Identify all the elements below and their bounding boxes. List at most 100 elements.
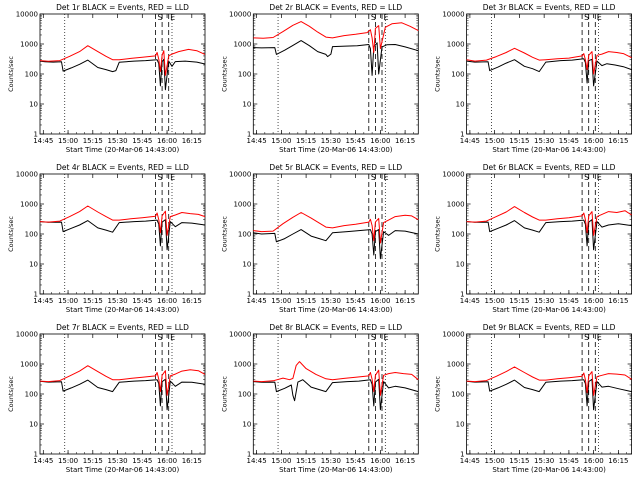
y-tick-label: 100: [451, 391, 464, 399]
x-tick-label: 14:45: [33, 297, 53, 305]
marker-start-label: S: [371, 173, 376, 182]
plot-title: Det 8r BLACK = Events, RED = LLD: [269, 323, 402, 332]
marker-start-label: S: [158, 13, 163, 22]
marker-start-label: S: [584, 13, 589, 22]
y-tick-label: 1000: [233, 41, 251, 49]
x-tick-label: 15:30: [534, 137, 554, 145]
y-tick-label: 10000: [229, 331, 251, 339]
y-axis-label: Counts/sec: [434, 56, 442, 92]
x-tick-label: 15:15: [509, 457, 529, 465]
y-axis-label: Counts/sec: [220, 56, 228, 92]
marker-end-label: E: [597, 173, 602, 182]
marker-end-label: E: [383, 13, 388, 22]
x-axis-label: Start Time (20-Mar-06 14:43:00): [492, 306, 606, 314]
marker-start-label: S: [371, 333, 376, 342]
y-tick-label: 10000: [229, 171, 251, 179]
x-tick-label: 15:30: [534, 297, 554, 305]
plot-title: Det 5r BLACK = Events, RED = LLD: [269, 163, 402, 172]
x-tick-label: 15:00: [271, 137, 291, 145]
y-tick-label: 1000: [447, 361, 465, 369]
y-tick-label: 10000: [16, 331, 38, 339]
x-tick-label: 15:45: [346, 457, 366, 465]
y-tick-label: 10000: [229, 11, 251, 19]
x-tick-label: 15:15: [83, 297, 103, 305]
y-tick-label: 1000: [233, 201, 251, 209]
x-tick-label: 14:45: [247, 137, 267, 145]
x-tick-label: 15:30: [107, 457, 127, 465]
y-tick-label: 1000: [20, 361, 38, 369]
events-series-line: [253, 40, 419, 76]
y-tick-label: 100: [451, 231, 464, 239]
y-axis-label: Counts/sec: [7, 56, 15, 92]
y-axis-label: Counts/sec: [434, 376, 442, 412]
x-tick-label: 16:15: [608, 297, 628, 305]
x-tick-label: 15:00: [271, 297, 291, 305]
lld-series-line: [39, 45, 206, 76]
plot-title: Det 9r BLACK = Events, RED = LLD: [483, 323, 616, 332]
y-tick-label: 10000: [16, 11, 38, 19]
y-axis-label: Counts/sec: [434, 216, 442, 252]
events-series-line: [39, 58, 206, 91]
y-axis-label: Counts/sec: [220, 216, 228, 252]
x-axis-label: Start Time (20-Mar-06 14:43:00): [279, 146, 393, 154]
x-tick-label: 15:45: [346, 137, 366, 145]
lld-series-line: [253, 212, 419, 244]
plot-title: Det 1r BLACK = Events, RED = LLD: [56, 3, 189, 12]
x-tick-label: 16:15: [608, 137, 628, 145]
y-tick-label: 1: [34, 451, 38, 459]
marker-end-label: E: [597, 333, 602, 342]
x-axis-label: Start Time (20-Mar-06 14:43:00): [279, 306, 393, 314]
x-tick-label: 16:15: [608, 457, 628, 465]
y-tick-label: 100: [25, 231, 38, 239]
x-tick-label: 15:15: [83, 137, 103, 145]
y-tick-label: 10: [29, 101, 38, 109]
x-tick-label: 14:45: [247, 297, 267, 305]
y-tick-label: 10: [29, 421, 38, 429]
marker-end-label: E: [383, 173, 388, 182]
y-tick-label: 1000: [233, 361, 251, 369]
y-tick-label: 1: [460, 131, 464, 139]
x-tick-label: 15:30: [321, 137, 341, 145]
y-tick-label: 10000: [442, 11, 464, 19]
x-axis-label: Start Time (20-Mar-06 14:43:00): [66, 306, 180, 314]
x-tick-label: 15:30: [107, 137, 127, 145]
x-tick-label: 14:45: [33, 457, 53, 465]
marker-start-label: S: [584, 333, 589, 342]
x-axis-label: Start Time (20-Mar-06 14:43:00): [492, 466, 606, 474]
x-tick-label: 15:45: [559, 137, 579, 145]
events-series-line: [39, 378, 206, 411]
x-tick-label: 16:00: [370, 137, 390, 145]
x-tick-label: 15:15: [296, 137, 316, 145]
y-tick-label: 10: [242, 101, 251, 109]
x-axis-label: Start Time (20-Mar-06 14:43:00): [492, 146, 606, 154]
y-tick-label: 100: [25, 71, 38, 79]
y-tick-label: 1: [247, 131, 251, 139]
x-tick-label: 16:00: [370, 297, 390, 305]
x-tick-label: 15:00: [58, 297, 78, 305]
plot-title: Det 6r BLACK = Events, RED = LLD: [483, 163, 616, 172]
plot-title: Det 7r BLACK = Events, RED = LLD: [56, 323, 189, 332]
lld-series-line: [39, 205, 206, 236]
y-tick-label: 1000: [20, 201, 38, 209]
y-tick-label: 10000: [16, 171, 38, 179]
x-tick-label: 15:45: [132, 137, 152, 145]
x-tick-label: 15:00: [485, 137, 505, 145]
x-tick-label: 15:00: [58, 457, 78, 465]
x-axis-label: Start Time (20-Mar-06 14:43:00): [66, 146, 180, 154]
events-series-line: [253, 378, 419, 411]
x-tick-label: 16:00: [584, 137, 604, 145]
marker-end-label: E: [383, 333, 388, 342]
y-tick-label: 1: [247, 291, 251, 299]
x-tick-label: 15:45: [559, 457, 579, 465]
lld-series-line: [466, 206, 632, 236]
marker-end-label: E: [597, 13, 602, 22]
y-tick-label: 100: [238, 71, 251, 79]
x-tick-label: 16:00: [157, 137, 177, 145]
events-series-line: [466, 219, 632, 251]
x-tick-label: 16:00: [370, 457, 390, 465]
x-tick-label: 14:45: [460, 297, 480, 305]
x-tick-label: 15:45: [346, 297, 366, 305]
